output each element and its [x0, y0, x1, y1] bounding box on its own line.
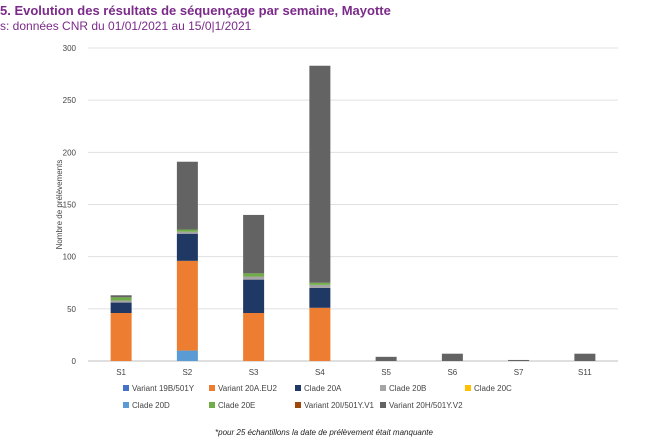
legend-label: Variant 20A.EU2 [218, 384, 278, 393]
chart-subtitle: s: données CNR du 01/01/2021 au 15/0|1/2… [0, 19, 252, 33]
bar-segment [110, 295, 132, 298]
y-tick-label: 150 [63, 201, 77, 210]
x-tick-label: S4 [315, 368, 325, 377]
bar-segment [309, 307, 331, 361]
legend-swatch [295, 385, 301, 391]
x-tick-label: S5 [381, 368, 391, 377]
y-tick-label: 300 [63, 44, 77, 53]
y-axis-label: Nombre de prélèvements [55, 160, 64, 250]
legend-label: Clade 20C [474, 384, 512, 393]
bar-segment [176, 260, 198, 351]
legend-swatch [380, 402, 386, 408]
y-tick-label: 100 [63, 253, 77, 262]
x-tick-label: S3 [249, 368, 259, 377]
legend: Variant 19B/501Y Variant 20A.EU2 Clade 20A… [123, 384, 512, 410]
legend-swatch [123, 402, 129, 408]
bar-segment [110, 302, 132, 314]
bar-segment [176, 233, 198, 261]
legend-swatch [465, 385, 471, 391]
y-axis-ticks: 0 50 100 150 200 250 300 [63, 44, 77, 366]
x-tick-label: S6 [447, 368, 457, 377]
legend-swatch [380, 385, 386, 391]
bar-segment [375, 356, 397, 361]
legend-label: Clade 20A [304, 384, 342, 393]
bar-segment [243, 273, 265, 277]
bars [110, 65, 596, 361]
legend-label: Clade 20E [218, 401, 255, 410]
bar-segment [309, 287, 331, 308]
bar-segment [243, 313, 265, 361]
bar-segment [110, 297, 132, 301]
y-tick-label: 250 [63, 96, 77, 105]
bar-segment [441, 353, 463, 361]
x-tick-label: S1 [116, 368, 126, 377]
y-tick-label: 200 [63, 148, 77, 157]
bar-segment [508, 359, 530, 361]
bar-segment [110, 300, 132, 303]
gridlines [88, 47, 618, 362]
legend-label: Variant 20H/501Y.V2 [389, 401, 463, 410]
x-tick-label: S11 [578, 368, 592, 377]
footnote: *pour 25 échantillons la date de prélève… [215, 428, 433, 437]
bar-segment [176, 229, 198, 232]
bar-segment [574, 353, 596, 361]
bar-segment [243, 276, 265, 280]
chart-title: 5. Evolution des résultats de séquençage… [0, 3, 391, 18]
bar-segment [309, 284, 331, 288]
bar-segment [243, 279, 265, 314]
legend-swatch [123, 385, 129, 391]
legend-label: Variant 20I/501Y.V1 [304, 401, 375, 410]
bar-segment [110, 313, 132, 361]
y-tick-label: 0 [72, 357, 77, 366]
x-tick-label: S2 [182, 368, 192, 377]
legend-label: Variant 19B/501Y [132, 384, 195, 393]
bar-segment [176, 231, 198, 234]
bar-segment [309, 65, 331, 283]
legend-swatch [209, 402, 215, 408]
x-axis-ticks: S1 S2 S3 S4 S5 S6 S7 S11 [116, 368, 592, 377]
bar-segment [176, 161, 198, 230]
y-tick-label: 50 [67, 305, 76, 314]
legend-label: Clade 20B [389, 384, 426, 393]
legend-swatch [209, 385, 215, 391]
legend-label: Clade 20D [132, 401, 170, 410]
bar-segment [309, 282, 331, 285]
bar-segment [176, 350, 198, 361]
x-tick-label: S7 [514, 368, 524, 377]
legend-swatch [295, 402, 301, 408]
bar-segment [243, 214, 265, 274]
